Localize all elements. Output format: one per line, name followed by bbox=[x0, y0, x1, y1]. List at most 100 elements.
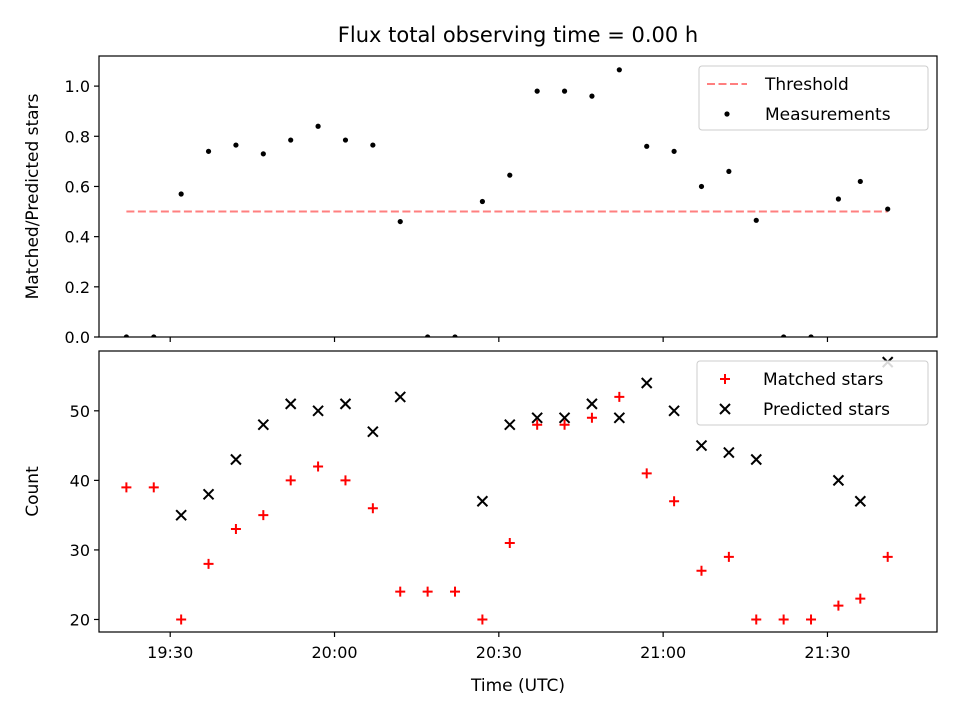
measurement-point bbox=[260, 151, 266, 157]
legend: Matched stars Predicted stars bbox=[696, 360, 929, 426]
legend-label: Measurements bbox=[765, 105, 891, 125]
measurement-point bbox=[342, 137, 349, 143]
measurement-point bbox=[452, 334, 458, 337]
predicted-point bbox=[832, 474, 845, 487]
matched-point bbox=[882, 551, 893, 562]
matched-point bbox=[614, 391, 625, 402]
measurement-point bbox=[671, 148, 677, 154]
predicted-point bbox=[695, 439, 708, 452]
y-tick-label: 0.6 bbox=[65, 177, 90, 196]
predicted-point bbox=[504, 419, 516, 431]
matched-point bbox=[285, 475, 296, 486]
matched-point bbox=[340, 475, 351, 486]
predicted-point bbox=[312, 405, 324, 417]
measurement-point bbox=[123, 334, 129, 337]
matched-point bbox=[532, 419, 543, 430]
predicted-point bbox=[531, 412, 543, 424]
measurement-point bbox=[205, 148, 212, 154]
matched-point bbox=[751, 614, 762, 625]
predicted-point bbox=[284, 398, 297, 410]
measurement-point bbox=[698, 183, 705, 190]
measurement-point bbox=[616, 67, 622, 73]
axes-frame bbox=[98, 55, 938, 338]
measurement-point bbox=[561, 88, 568, 94]
y-tick-label: 0.2 bbox=[65, 278, 90, 297]
predicted-point bbox=[586, 398, 598, 410]
matched-point bbox=[121, 482, 132, 493]
y-tick-label: 0.8 bbox=[65, 127, 90, 146]
measurement-point bbox=[151, 334, 157, 337]
measurement-point bbox=[425, 334, 431, 337]
matched-point bbox=[778, 614, 789, 625]
measurement-point bbox=[479, 198, 485, 205]
predicted-point bbox=[613, 412, 626, 424]
measurement-point bbox=[178, 191, 184, 197]
x-tick-label: 20:30 bbox=[476, 643, 522, 662]
matched-point bbox=[806, 614, 817, 625]
matched-point bbox=[641, 468, 652, 479]
legend: Threshold Measurements bbox=[698, 65, 929, 131]
predicted-point bbox=[750, 453, 762, 466]
measurement-point bbox=[233, 142, 239, 148]
measurement-point bbox=[808, 334, 814, 337]
count-panel: 20 30 40 50 19:30 20:00 20:30 21:00 21:30 Count Ti… bbox=[23, 350, 938, 696]
measurement-point bbox=[781, 334, 787, 337]
matched-point bbox=[477, 614, 488, 625]
plot-area bbox=[121, 356, 894, 625]
matched-point bbox=[559, 419, 570, 430]
matched-point bbox=[723, 551, 734, 562]
matched-point bbox=[230, 524, 241, 535]
matched-point bbox=[395, 586, 406, 597]
y-tick-label: 20 bbox=[70, 610, 90, 629]
measurement-point bbox=[288, 137, 294, 143]
measurement-point bbox=[857, 178, 863, 185]
legend-measurement-swatch bbox=[724, 111, 730, 117]
x-axis-label: Time (UTC) bbox=[470, 676, 565, 696]
matched-point bbox=[504, 537, 515, 548]
legend-box bbox=[698, 65, 929, 131]
predicted-point bbox=[339, 398, 352, 410]
predicted-point bbox=[476, 495, 489, 507]
matched-point bbox=[258, 510, 269, 521]
measurement-point bbox=[507, 172, 513, 178]
matched-point bbox=[669, 496, 680, 507]
ratio-panel: 0.0 0.2 0.4 0.6 0.8 1.0 Matched/Predicted star… bbox=[23, 55, 938, 347]
y-axis-label: Matched/Predicted stars bbox=[23, 93, 43, 299]
y-axis-label: Count bbox=[23, 466, 43, 517]
matched-point bbox=[422, 586, 433, 597]
measurement-point bbox=[644, 143, 650, 149]
predicted-point bbox=[175, 509, 187, 521]
y-tick-label: 1.0 bbox=[65, 77, 90, 96]
predicted-point bbox=[641, 377, 653, 389]
legend-predicted-swatch bbox=[719, 403, 731, 415]
x-tick-label: 19:30 bbox=[147, 643, 193, 662]
matched-point bbox=[148, 482, 159, 493]
measurement-point bbox=[726, 168, 732, 175]
legend-matched-swatch bbox=[720, 374, 730, 384]
y-tick-label: 50 bbox=[70, 402, 90, 421]
matched-point bbox=[313, 461, 324, 472]
x-tick-label: 21:30 bbox=[804, 643, 850, 662]
measurement-point bbox=[534, 88, 540, 94]
predicted-point bbox=[723, 446, 735, 459]
y-tick-label: 40 bbox=[70, 471, 90, 490]
predicted-point bbox=[394, 391, 406, 403]
legend-label: Predicted stars bbox=[763, 400, 890, 420]
matched-point bbox=[203, 558, 214, 569]
legend-box bbox=[696, 360, 929, 426]
predicted-point bbox=[230, 453, 242, 466]
measurement-point bbox=[885, 206, 891, 212]
chart-title: Flux total observing time = 0.00 h bbox=[338, 23, 698, 47]
matched-point bbox=[450, 586, 461, 597]
y-tick-label: 0.0 bbox=[65, 328, 90, 347]
y-tick-label: 30 bbox=[70, 541, 90, 560]
measurement-point bbox=[753, 217, 759, 223]
measurement-point bbox=[370, 142, 376, 148]
measurement-point bbox=[589, 93, 595, 99]
y-tick-label: 0.4 bbox=[65, 228, 90, 247]
predicted-point bbox=[202, 488, 215, 500]
predicted-point bbox=[558, 412, 571, 424]
legend-label: Matched stars bbox=[763, 370, 883, 390]
matched-point bbox=[696, 565, 707, 576]
